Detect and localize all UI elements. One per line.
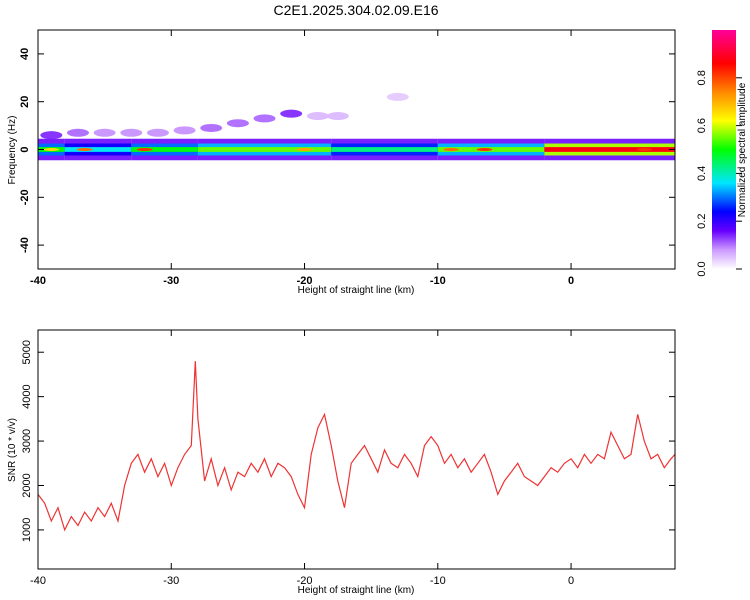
- x-tick-label: -20: [297, 575, 313, 587]
- band-hotspot: [296, 148, 313, 151]
- spectrogram-ylabel: Frequency (Hz): [7, 116, 18, 185]
- x-tick-label: -10: [430, 275, 446, 287]
- band-hotspot: [136, 148, 153, 151]
- spectrogram-axes: -40 -30 -20 -10 0 -40 -20 0 20 40: [19, 30, 675, 287]
- colorbar-tick-label: 0.0: [696, 261, 708, 276]
- spectral-feature: [120, 128, 143, 137]
- colorbar-tick-label: 0.2: [696, 214, 708, 229]
- snr-panel: -40 -30 -20 -10 0 1000 2000 3000 4000 5000 Height…: [7, 329, 676, 596]
- spectral-feature: [306, 112, 329, 121]
- colorbar-tick-label: 0.4: [696, 166, 708, 181]
- x-tick-label: -10: [430, 575, 446, 587]
- y-tick-label: 40: [19, 48, 31, 60]
- x-tick-label: 0: [568, 275, 574, 287]
- spectral-feature: [66, 128, 89, 137]
- spectral-feature: [280, 109, 303, 118]
- band-hotspot: [476, 148, 493, 151]
- x-tick-label: -30: [163, 275, 179, 287]
- figure-title: C2E1.2025.304.02.09.E16: [273, 2, 438, 18]
- snr-axes: -40 -30 -20 -10 0 1000 2000 3000 4000 5000: [21, 330, 675, 587]
- y-tick-label: -40: [19, 237, 31, 253]
- band-core: [544, 147, 675, 152]
- x-tick-label: -40: [30, 575, 46, 587]
- band-core: [131, 147, 198, 152]
- spectral-feature: [226, 119, 249, 128]
- spectral-feature: [173, 126, 196, 135]
- spectral-feature: [386, 92, 409, 101]
- snr-plot-area: [38, 361, 675, 532]
- colorbar: 0.0 0.2 0.4 0.6 0.8 Normalized spectral ampl…: [696, 30, 748, 277]
- band-core: [331, 147, 438, 152]
- colorbar-gradient: [712, 30, 736, 269]
- band-hotspot: [443, 148, 460, 151]
- y-tick-label: 1000: [21, 518, 33, 542]
- colorbar-ticks: 0.0 0.2 0.4 0.6 0.8: [696, 70, 742, 277]
- spectral-feature: [253, 114, 276, 123]
- spectrogram-xlabel: Height of straight line (km): [298, 285, 415, 296]
- colorbar-tick-label: 0.6: [696, 118, 708, 133]
- x-tick-label: -20: [297, 275, 313, 287]
- snr-frame: [37, 329, 676, 570]
- snr-ylabel: SNR (10 * v/v): [7, 418, 18, 482]
- band-hotspot: [636, 148, 653, 151]
- y-tick-label: 20: [19, 96, 31, 108]
- y-tick-label: 0: [19, 146, 31, 152]
- spectrogram-area: [38, 92, 675, 161]
- x-tick-label: -30: [163, 575, 179, 587]
- band-hotspot: [76, 148, 93, 151]
- snr-xlabel: Height of straight line (km): [298, 585, 415, 596]
- y-tick-label: -20: [19, 189, 31, 205]
- snr-series-line: [38, 361, 675, 532]
- band-hotspot: [43, 148, 60, 151]
- spectral-feature: [146, 128, 169, 137]
- y-tick-label: 3000: [21, 429, 33, 453]
- spectral-feature: [40, 131, 63, 140]
- spectrogram-panel: -40 -30 -20 -10 0 -40 -20 0 20 40 Height of strai…: [7, 29, 676, 296]
- band-core: [197, 147, 332, 152]
- y-tick-label: 4000: [21, 384, 33, 408]
- x-tick-label: 0: [568, 575, 574, 587]
- y-tick-label: 5000: [21, 340, 33, 364]
- spectral-feature: [200, 123, 223, 132]
- colorbar-label: Normalized spectral amplitude: [737, 82, 748, 217]
- x-tick-label: -40: [30, 275, 46, 287]
- y-tick-label: 2000: [21, 473, 33, 497]
- band-core: [64, 147, 132, 152]
- spectral-feature: [93, 128, 116, 137]
- spectral-feature: [326, 112, 349, 121]
- colorbar-tick-label: 0.8: [696, 70, 708, 85]
